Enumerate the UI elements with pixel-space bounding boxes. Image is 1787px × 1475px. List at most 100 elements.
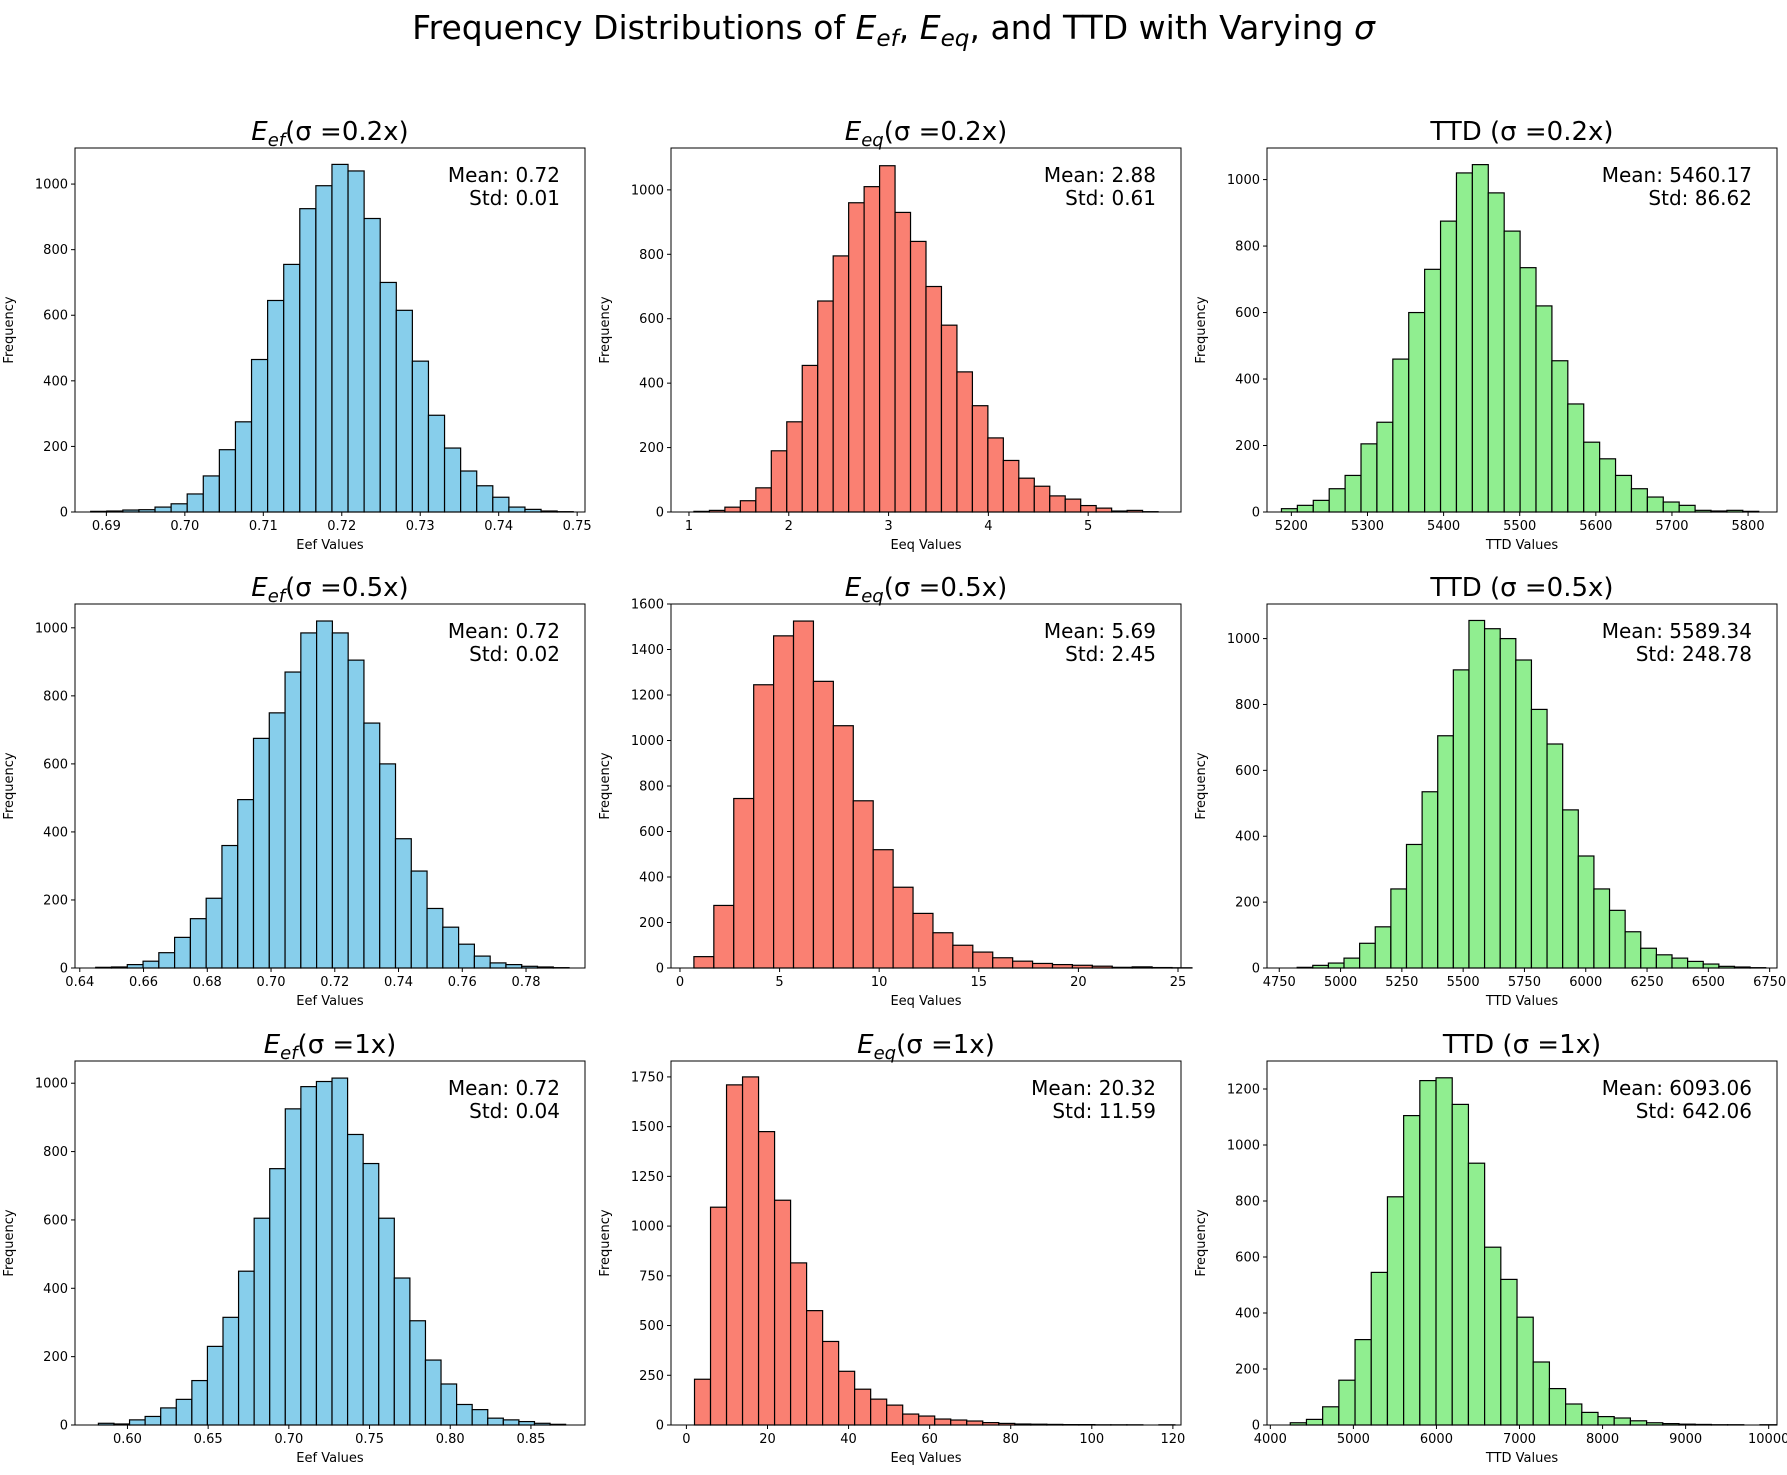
x-tick-label: 6250 xyxy=(1631,975,1664,990)
histogram-bar xyxy=(1064,498,1082,513)
x-tick-label: 0.74 xyxy=(384,975,413,990)
histogram-bar xyxy=(1468,619,1486,969)
histogram-bar xyxy=(848,202,865,513)
histogram-bar xyxy=(1343,957,1361,969)
histogram-bar xyxy=(772,635,795,969)
x-tick-label: 0 xyxy=(676,975,684,990)
histogram-bar xyxy=(863,186,881,513)
histogram-bar xyxy=(426,907,444,969)
mean-annotation: Mean: 0.72 xyxy=(448,619,560,643)
histogram-bar xyxy=(458,943,475,969)
histogram-bar xyxy=(202,475,220,513)
histogram-bar xyxy=(144,1415,162,1426)
y-tick-label: 600 xyxy=(1235,1251,1260,1266)
histogram-bar xyxy=(1467,1162,1486,1426)
title-symbol: E xyxy=(251,117,268,147)
subplot-title: Eeq(σ =0.5x) xyxy=(845,573,1008,607)
histogram-bar xyxy=(1624,931,1642,969)
histogram-bar xyxy=(347,170,365,513)
x-tick-label: 100 xyxy=(1079,1432,1104,1447)
histogram-bar xyxy=(409,1320,427,1426)
subplot-title: TTD (σ =0.5x) xyxy=(1429,573,1613,603)
histogram-bar xyxy=(817,300,834,513)
x-tick-label: 0.85 xyxy=(516,1432,545,1447)
title-text: TTD (σ =1x) xyxy=(1442,1030,1601,1060)
x-tick-label: 5000 xyxy=(1337,1432,1370,1447)
histogram-bar xyxy=(822,1340,840,1426)
x-tick-label: 0.74 xyxy=(484,519,513,534)
histogram-bar xyxy=(1613,1417,1631,1426)
histogram-bar xyxy=(1646,496,1664,513)
histogram-bar xyxy=(331,632,349,969)
subplot-3: 5200 5300 5400 5500 5600 5700 5800 0 200 400 600 80… xyxy=(1194,117,1778,553)
histogram-bar xyxy=(886,1404,904,1426)
x-tick-label: 6500 xyxy=(1692,975,1725,990)
x-tick-label: 5250 xyxy=(1385,975,1418,990)
histogram-bar xyxy=(801,364,819,513)
histogram-bar xyxy=(502,1419,520,1426)
subplot-5: 0 5 10 15 20 25 0 200 400 600 800 1000 1200 1400 1600 E… xyxy=(598,573,1193,1009)
y-tick-label: 0 xyxy=(656,1419,664,1434)
y-tick-label: 0 xyxy=(1252,506,1260,521)
x-tick-label: 0.72 xyxy=(327,519,356,534)
title-text: TTD (σ =0.2x) xyxy=(1429,117,1613,147)
histogram-bar xyxy=(1439,220,1458,513)
histogram-bar xyxy=(1581,1411,1599,1426)
x-tick-label: 5200 xyxy=(1275,519,1308,534)
histogram-bar xyxy=(170,503,188,513)
y-tick-label: 800 xyxy=(1235,698,1260,713)
histogram-bar xyxy=(1516,1316,1534,1426)
x-tick-label: 5750 xyxy=(1508,975,1541,990)
histogram-bar xyxy=(1599,458,1617,513)
mean-annotation: Mean: 0.72 xyxy=(448,163,560,187)
histogram-bar xyxy=(1392,358,1410,513)
histogram-bar xyxy=(1546,743,1564,969)
histogram-bar xyxy=(284,671,302,969)
subplot-title: Eef(σ =0.2x) xyxy=(251,117,408,151)
histogram-bar xyxy=(443,447,462,513)
x-axis-label: TTD Values xyxy=(1485,1451,1558,1466)
subplot-title: TTD (σ =1x) xyxy=(1442,1030,1601,1060)
histogram-bar xyxy=(713,904,735,969)
x-tick-label: 5600 xyxy=(1579,519,1612,534)
histogram-bar xyxy=(1687,960,1704,969)
histogram-bar xyxy=(918,1415,936,1426)
title-suffix: , and TTD with Varying xyxy=(969,8,1355,47)
histogram-bar xyxy=(252,737,270,969)
x-tick-label: 6000 xyxy=(1569,975,1602,990)
histogram-bar xyxy=(456,1403,473,1426)
histogram-bar xyxy=(925,285,943,513)
y-tick-label: 0 xyxy=(1252,962,1260,977)
title-symbol: E xyxy=(845,117,862,147)
y-axis-label: Frequency xyxy=(598,752,613,819)
x-axis-label: Eeq Values xyxy=(890,994,961,1009)
histogram-bar xyxy=(693,1378,712,1426)
title-sigma-text: (σ =0.2x) xyxy=(884,117,1008,147)
subplot-2: 1 2 3 4 5 0 200 400 600 800 1000 Eeq Values Frequenc… xyxy=(598,117,1182,553)
histogram-bar xyxy=(1002,459,1020,513)
histogram-bar xyxy=(1567,403,1585,513)
histogram-bar xyxy=(909,240,927,513)
y-tick-label: 400 xyxy=(43,1282,68,1297)
y-tick-label: 800 xyxy=(639,780,664,795)
histogram-bar xyxy=(237,799,255,969)
histogram-bar xyxy=(1322,1406,1340,1426)
y-tick-label: 400 xyxy=(1235,1307,1260,1322)
histogram-bar xyxy=(1327,962,1345,969)
histogram-bar xyxy=(379,763,397,969)
x-axis-label: TTD Values xyxy=(1485,538,1558,553)
y-tick-label: 1750 xyxy=(631,1070,664,1085)
x-tick-label: 5400 xyxy=(1427,519,1460,534)
y-tick-label: 400 xyxy=(1235,373,1260,388)
histogram-bar xyxy=(1503,230,1521,513)
x-tick-label: 0.75 xyxy=(563,519,592,534)
histogram-bar xyxy=(1551,360,1569,513)
histogram-bar xyxy=(1354,1338,1372,1426)
std-annotation: Std: 0.04 xyxy=(469,1099,560,1123)
histogram-bar xyxy=(1530,708,1548,969)
histogram-bar xyxy=(160,1407,177,1426)
y-tick-label: 600 xyxy=(639,825,664,840)
x-tick-label: 0.78 xyxy=(512,975,541,990)
histogram-bar xyxy=(1548,1387,1567,1426)
title-sigma: σ xyxy=(1354,8,1375,47)
